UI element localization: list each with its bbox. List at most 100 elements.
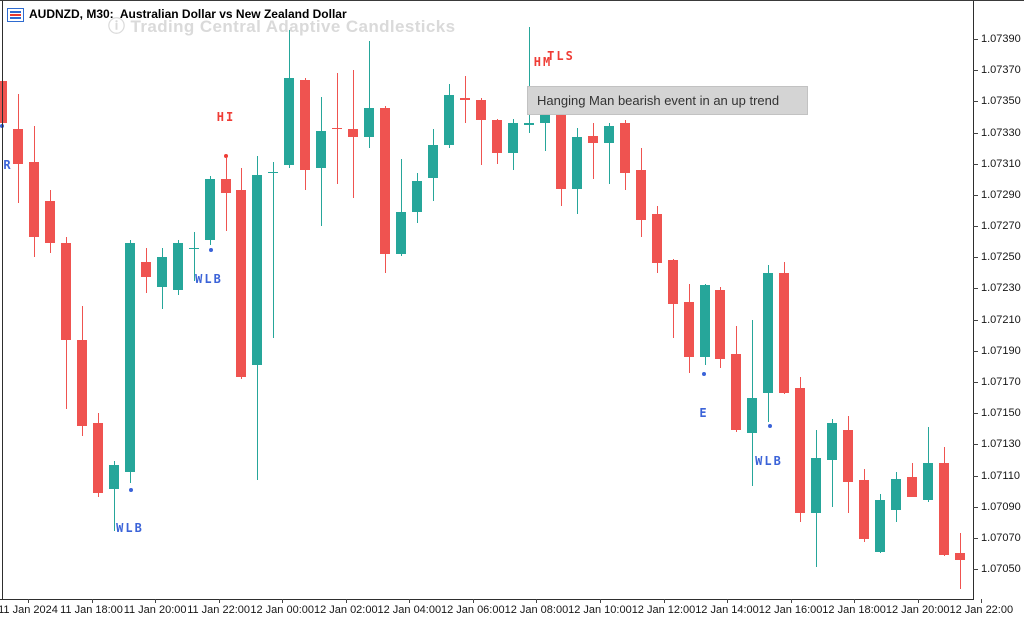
candle-body [923,463,933,501]
time-tick-mark [155,599,156,603]
candle-body [492,120,502,153]
price-tick-label: 1.07290 [981,188,1021,201]
candle-body [700,285,710,357]
time-tick-mark [918,599,919,603]
plot-left-border [2,1,3,599]
candle-body [157,257,167,287]
candle-body [221,179,231,194]
price-tick-label: 1.07310 [981,157,1021,170]
time-tick-label: 12 Jan 16:00 [758,604,823,616]
price-tick-label: 1.07210 [981,313,1021,326]
time-tick-mark [854,599,855,603]
time-tick-label: 12 Jan 02:00 [313,604,378,616]
candle-body [316,131,326,169]
time-tick-label: 12 Jan 08:00 [504,604,569,616]
time-tick-mark [409,599,410,603]
candle-body [843,430,853,482]
price-tick-mark [973,569,978,570]
candlestick-plot-area[interactable]: R WLB WLB HI HM TLS E WLB [0,1,973,599]
time-tick-label: 12 Jan 04:00 [377,604,442,616]
candle-body [572,137,582,189]
price-tick-mark [973,350,978,352]
pattern-label-hi: HI [216,110,236,124]
candle-body [61,243,71,340]
candle-body [891,478,901,510]
candle-wick [114,461,115,532]
candle-wick [273,162,274,339]
price-axis-line [973,1,974,599]
candle-body [364,107,374,138]
candle-body [412,180,422,213]
candle-wick [832,419,833,507]
pattern-label-wlb: WLB [195,272,223,286]
time-tick-mark [92,599,93,603]
candle-body [763,272,773,393]
candle-body [620,123,630,174]
time-tick-mark [473,599,474,603]
candle-body [380,107,390,255]
price-tick-mark [973,70,978,72]
pattern-label-r: R [3,158,13,172]
candle-body [348,129,358,138]
candle-wick [465,76,466,124]
time-tick-label: 11 Jan 20:00 [123,604,187,616]
candle-body [827,422,837,460]
candle-body [332,127,342,130]
price-tick-mark [973,288,978,290]
candle-body [13,129,23,164]
chart-window-icon [7,8,24,22]
event-dot [209,248,213,252]
time-tick-label: 12 Jan 10:00 [568,604,632,616]
time-tick-label: 11 Jan 2024 [0,604,58,616]
candle-body [476,99,486,121]
candle-body [300,79,310,170]
time-tick-mark [664,599,665,603]
price-tick-mark [973,475,978,477]
candle-wick [401,159,402,256]
candle-body [652,213,662,264]
candle-body [109,464,119,490]
time-tick-label: 11 Jan 22:00 [187,604,250,616]
event-dot [768,424,772,428]
time-tick-label: 12 Jan 00:00 [250,604,314,616]
pattern-label-wlb: WLB [755,454,783,468]
pattern-label-wlb: WLB [116,521,144,535]
candle-wick [226,157,227,231]
time-axis-line [0,599,974,600]
pattern-tooltip: Hanging Man bearish event in an up trend [527,86,808,115]
candle-body [859,480,869,540]
candle-body [604,126,614,144]
candle-body [141,261,151,278]
time-tick-label: 12 Jan 14:00 [695,604,759,616]
price-tick-mark [973,413,978,415]
candle-body [715,290,725,359]
chart-titlebar: AUDNZD, M30: Australian Dollar vs New Ze… [0,1,1024,25]
candle-body [779,272,789,393]
candle-wick [194,232,195,281]
price-tick-mark [973,101,978,103]
price-tick-mark [973,537,978,539]
candle-body [428,145,438,178]
candle-body [173,243,183,290]
event-dot [702,372,706,376]
price-tick-mark [973,226,978,228]
price-tick-label: 1.07190 [981,344,1021,357]
price-tick-label: 1.07350 [981,95,1021,108]
candle-body [125,243,135,473]
pattern-tooltip-text: Hanging Man bearish event in an up trend [537,93,780,108]
pattern-label-tls: TLS [547,49,575,63]
price-tick-mark [973,506,978,508]
candle-wick [529,26,530,133]
time-tick-label: 12 Jan 18:00 [822,604,886,616]
time-tick-label: 12 Jan 12:00 [631,604,696,616]
candle-body [636,169,646,220]
price-tick-label: 1.07110 [981,469,1020,482]
price-tick-label: 1.07270 [981,220,1021,233]
pattern-label-hm: HM [533,55,553,69]
candle-body [811,458,821,513]
candle-wick [545,107,546,152]
price-tick-label: 1.07250 [981,251,1021,264]
candle-body [731,353,741,431]
time-tick-mark [346,599,347,603]
